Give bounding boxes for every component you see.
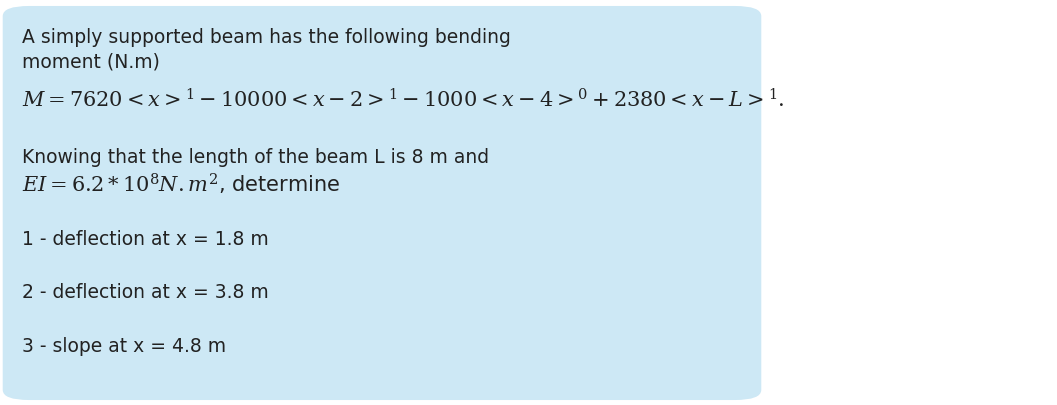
Text: 2 - deflection at x = 3.8 m: 2 - deflection at x = 3.8 m [22,283,268,302]
Text: 3 - slope at x = 4.8 m: 3 - slope at x = 4.8 m [22,337,226,356]
FancyBboxPatch shape [3,6,761,400]
Text: A simply supported beam has the following bending: A simply supported beam has the followin… [22,28,511,47]
Text: $M = 7620 < x >^{1} -10000 < x - 2 >^{1} -1000 < x - 4 >^{0} +2380 < x - L >^{1}: $M = 7620 < x >^{1} -10000 < x - 2 >^{1}… [22,88,784,111]
Text: 1 - deflection at x = 1.8 m: 1 - deflection at x = 1.8 m [22,230,268,249]
Text: Knowing that the length of the beam L is 8 m and: Knowing that the length of the beam L is… [22,148,489,167]
Text: moment (N.m): moment (N.m) [22,52,160,71]
Text: $EI = 6.2 * 10^{8} N. m^{2}$, determine: $EI = 6.2 * 10^{8} N. m^{2}$, determine [22,172,340,197]
